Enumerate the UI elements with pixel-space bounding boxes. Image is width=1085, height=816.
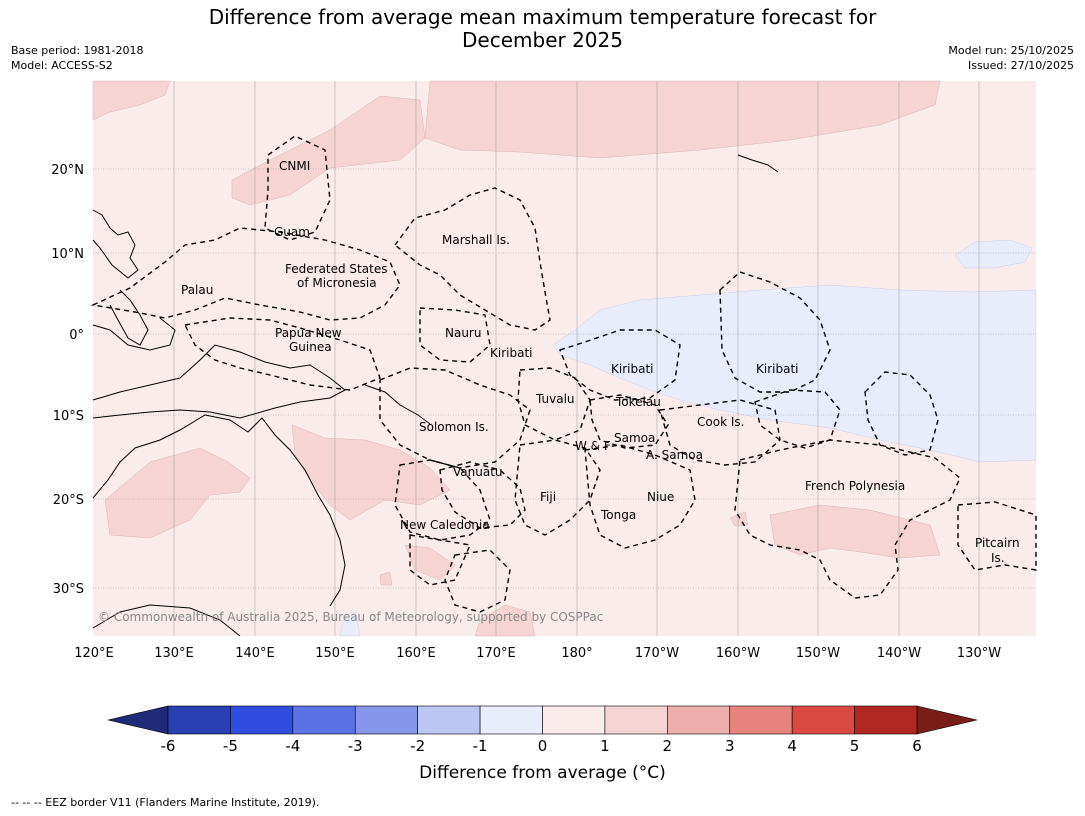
label-cnmi: CNMI [279, 159, 310, 173]
lat-label: 20°N [51, 163, 84, 178]
label-kiribati-c: Kiribati [611, 362, 653, 376]
copyright-notice: © Commonwealth of Australia 2025, Bureau… [98, 610, 603, 624]
label-tuvalu: Tuvalu [535, 392, 575, 406]
colorbar-extend-high [916, 705, 978, 735]
label-vanuatu: Vanuatu [453, 465, 503, 479]
lon-label: 150°W [796, 646, 840, 661]
label-fsm-2: of Micronesia [297, 276, 377, 290]
colorbar-tick-label: 4 [787, 737, 797, 755]
colorbar-tick-label: -4 [285, 737, 300, 755]
lon-label: 120°E [74, 646, 114, 661]
colorbar-tick-label: 1 [600, 737, 610, 755]
issued-date: Issued: 27/10/2025 [967, 59, 1074, 72]
eez-borders [90, 135, 1037, 613]
label-pitcairn-1: Pitcairn [975, 536, 1020, 550]
place-labels: CNMI Guam Marshall Is. Federated States … [181, 159, 1020, 565]
longitude-labels: 120°E 130°E 140°E 150°E 160°E 170°E 180°… [74, 646, 1001, 661]
meta-right: Model run: 25/10/2025 Issued: 27/10/2025 [948, 43, 1074, 73]
label-fsm-1: Federated States [285, 262, 387, 276]
colorbar-segment [542, 705, 606, 735]
label-png-1: Papua New [275, 326, 342, 340]
coastlines [92, 154, 779, 637]
lon-label: 160°E [396, 646, 436, 661]
label-wf: W & F [575, 439, 611, 453]
latitude-labels: 20°N 10°N 0° 10°S 20°S 30°S [51, 163, 84, 597]
colorbar-title: Difference from average (°C) [419, 763, 666, 783]
label-solomon: Solomon Is. [419, 420, 489, 434]
title-line-2: December 2025 [462, 28, 623, 52]
colorbar-tick-label: -6 [161, 737, 176, 755]
gridlines [93, 81, 1036, 636]
label-nauru: Nauru [445, 326, 481, 340]
colorbar-tick-label: 3 [725, 737, 735, 755]
label-fiji: Fiji [540, 490, 556, 504]
colorbar-segment [292, 705, 356, 735]
lon-label: 170°W [635, 646, 679, 661]
lat-label: 20°S [53, 493, 84, 508]
lat-label: 10°N [51, 247, 84, 262]
footnote: -- -- -- EEZ border V11 (Flanders Marine… [11, 796, 320, 809]
label-marshall: Marshall Is. [442, 233, 510, 247]
colorbar-tick-label: 6 [912, 737, 922, 755]
colorbar-segment [479, 705, 543, 735]
colorbar-tick-label: -5 [223, 737, 238, 755]
label-french-poly: French Polynesia [805, 479, 905, 493]
colorbar [107, 705, 978, 735]
lat-label: 30°S [53, 582, 84, 597]
title-line-1: Difference from average mean maximum tem… [208, 5, 877, 29]
label-cook: Cook Is. [697, 415, 744, 429]
colorbar-extend-low [107, 705, 169, 735]
lon-label: 130°W [957, 646, 1001, 661]
colorbar-tick-label: 0 [538, 737, 548, 755]
warm-anomaly-regions [92, 80, 941, 637]
lat-label: 10°S [53, 409, 84, 424]
label-asamoa: A. Samoa [646, 448, 703, 462]
label-tokelau: Tokelau [615, 395, 661, 409]
label-kiribati-e: Kiribati [756, 362, 798, 376]
lon-label: 180° [561, 646, 592, 661]
label-pitcairn-2: Is. [991, 551, 1005, 565]
map-title: Difference from average mean maximum tem… [0, 6, 1085, 52]
colorbar-segment [854, 705, 918, 735]
colorbar-segment [791, 705, 855, 735]
lon-label: 160°W [716, 646, 760, 661]
label-palau: Palau [181, 283, 213, 297]
colorbar-segment [667, 705, 731, 735]
colorbar-segment [230, 705, 294, 735]
label-tonga: Tonga [600, 508, 636, 522]
colorbar-segment [604, 705, 668, 735]
label-niue: Niue [647, 490, 674, 504]
label-png-2: Guinea [289, 340, 332, 354]
colorbar-segment [354, 705, 418, 735]
colorbar-tick-label: -2 [410, 737, 425, 755]
colorbar-ticks: -6 -5 -4 -3 -2 -1 0 1 2 3 4 5 6 [161, 737, 922, 755]
lon-label: 130°E [154, 646, 194, 661]
base-period: Base period: 1981-2018 [11, 44, 144, 57]
colorbar-tick-label: 2 [663, 737, 673, 755]
colorbar-tick-label: -1 [473, 737, 488, 755]
lon-label: 140°W [877, 646, 921, 661]
colorbar-segment [417, 705, 481, 735]
model-run: Model run: 25/10/2025 [948, 44, 1074, 57]
label-kiribati-w: Kiribati [490, 346, 532, 360]
colorbar-segment [167, 705, 231, 735]
lon-label: 170°E [476, 646, 516, 661]
colorbar-tick-label: -3 [348, 737, 363, 755]
model-name: Model: ACCESS-S2 [11, 59, 113, 72]
colorbar-tick-label: 5 [850, 737, 860, 755]
lon-label: 150°E [315, 646, 355, 661]
label-samoa: Samoa [614, 431, 655, 445]
label-new-caledonia: New Caledonia [400, 518, 490, 532]
colorbar-segment [729, 705, 793, 735]
meta-left: Base period: 1981-2018 Model: ACCESS-S2 [11, 43, 143, 73]
lat-label: 0° [69, 328, 84, 343]
cool-anomaly-regions [339, 239, 1037, 637]
lon-label: 140°E [235, 646, 275, 661]
label-guam: Guam [274, 225, 310, 239]
